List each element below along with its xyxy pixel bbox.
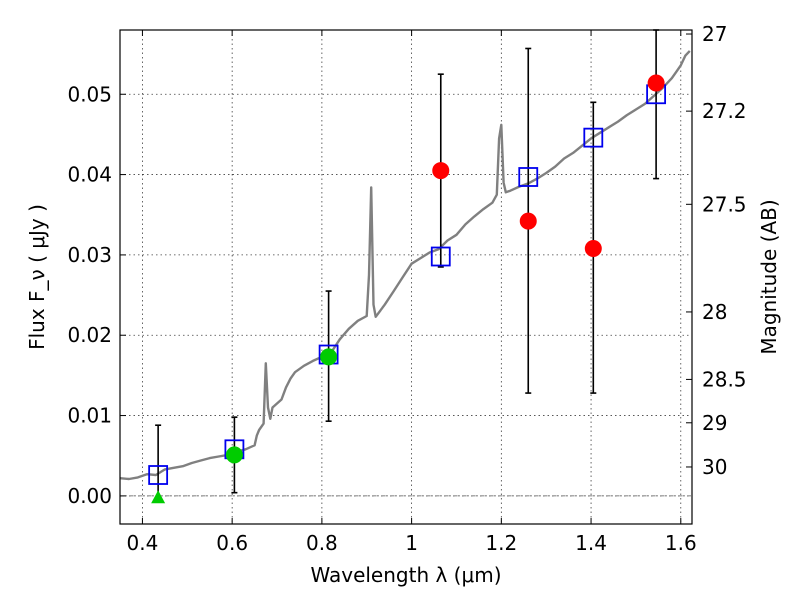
- plot-frame: [119, 29, 693, 525]
- y-tick-label: 0.02: [67, 323, 112, 347]
- x-tick-label: 0.8: [306, 531, 338, 555]
- right-tick-label: 29: [702, 411, 727, 435]
- x-tick-label: 1.6: [665, 531, 697, 555]
- tick-layer: 0.4 0.6 0.8 1 1.2 1.4 1.6 0.00 0.01 0.02 0.03 0.04 0…: [67, 22, 746, 555]
- right-tick-label: 27.5: [702, 192, 747, 216]
- observed-point-marker: [225, 446, 243, 464]
- model-square-marker: [430, 246, 451, 267]
- y-axis-label: Flux F_ν ( μJy ): [25, 204, 49, 350]
- right-tick-label: 28: [702, 300, 727, 324]
- y-tick-label: 0.01: [67, 404, 112, 428]
- y-tick-label: 0.00: [67, 484, 112, 508]
- model-square-marker: [518, 167, 539, 187]
- y-tick-label: 0.03: [67, 243, 112, 267]
- right-tick-label: 27.2: [702, 99, 747, 123]
- observed-point-marker: [320, 348, 338, 366]
- x-tick-label: 1: [405, 531, 418, 555]
- x-tick-label: 0.4: [127, 531, 159, 555]
- y-tick-label: 0.04: [67, 163, 112, 187]
- observed-point-marker: [519, 212, 537, 230]
- observed-point-marker: [584, 239, 602, 257]
- model-spectrum-line: [119, 50, 691, 481]
- right-tick-label: 30: [702, 455, 727, 479]
- observed-point-marker: [432, 162, 450, 180]
- observed-point-marker: [647, 74, 665, 92]
- x-tick-label: 0.6: [216, 531, 248, 555]
- right-tick-label: 27: [702, 22, 727, 46]
- model-square-marker: [583, 127, 604, 148]
- upper-limit-triangle-marker: [151, 490, 166, 504]
- right-tick-label: 28.5: [702, 367, 747, 391]
- model-square-marker: [148, 465, 169, 485]
- x-tick-label: 1.4: [575, 531, 607, 555]
- grid-layer: [120, 30, 692, 524]
- y-tick-label: 0.05: [67, 82, 112, 106]
- x-axis-label: Wavelength λ (μm): [310, 563, 501, 587]
- data-layer: [119, 29, 692, 504]
- x-tick-label: 1.2: [485, 531, 517, 555]
- right-axis-label: Magnitude (AB): [757, 199, 781, 354]
